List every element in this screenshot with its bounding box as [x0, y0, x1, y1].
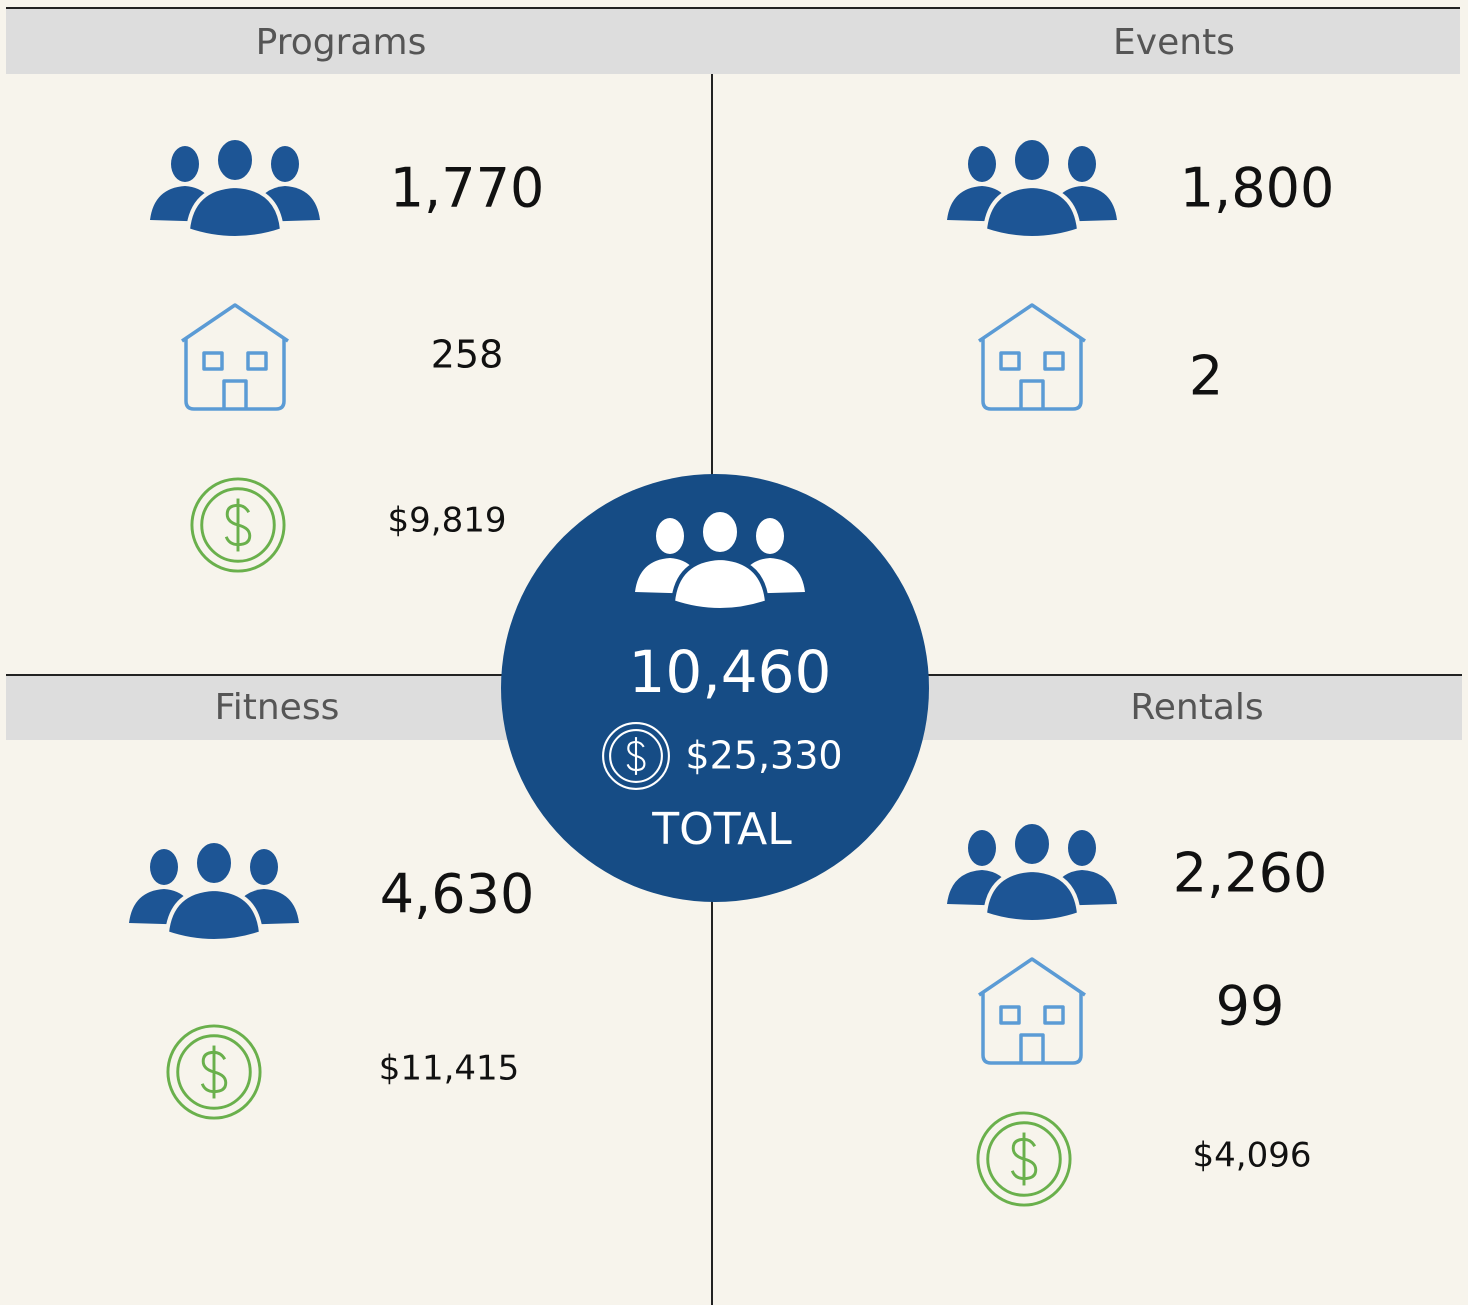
- header-bar: [6, 9, 1460, 74]
- total-label: TOTAL: [651, 804, 792, 855]
- attendance: 4,630: [380, 863, 535, 926]
- revenue: $9,819: [388, 501, 507, 541]
- sites: 2: [1189, 345, 1223, 408]
- section-title: Events: [1113, 22, 1235, 63]
- section-title: Rentals: [1130, 687, 1263, 728]
- revenue: $4,096: [1193, 1136, 1312, 1176]
- attendance: 2,260: [1173, 842, 1328, 905]
- section-title: Fitness: [215, 687, 340, 728]
- attendance: 1,800: [1180, 157, 1335, 220]
- attendance: 1,770: [390, 157, 545, 220]
- sites: 99: [1216, 975, 1285, 1038]
- total-attendance: 10,460: [629, 638, 832, 706]
- total-revenue: $25,330: [685, 734, 842, 778]
- section-title: Programs: [256, 22, 427, 63]
- revenue: $11,415: [379, 1049, 520, 1089]
- total-circle: [501, 474, 929, 902]
- sites: 258: [431, 333, 504, 377]
